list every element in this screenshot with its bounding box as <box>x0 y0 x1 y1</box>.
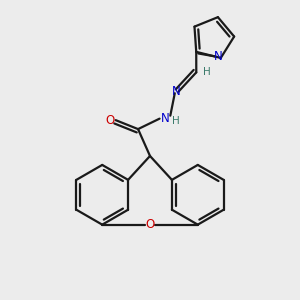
Text: O: O <box>105 114 114 127</box>
Text: N: N <box>213 50 222 63</box>
Text: O: O <box>146 218 154 231</box>
Text: N: N <box>172 85 180 98</box>
Text: H: H <box>203 68 211 77</box>
Text: H: H <box>172 116 180 126</box>
Text: N: N <box>160 112 169 125</box>
